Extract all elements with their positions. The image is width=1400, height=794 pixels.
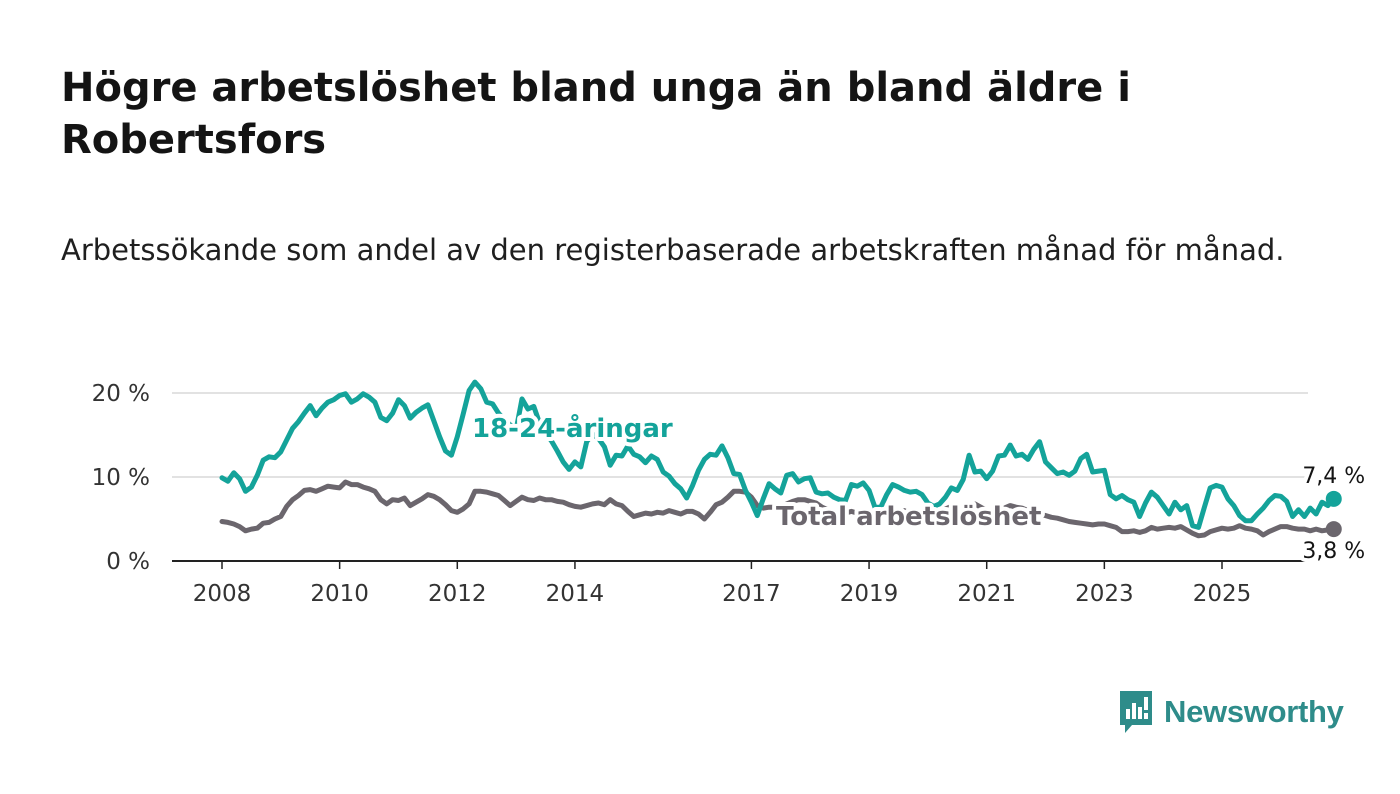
end-label-youth: 7,4 % xyxy=(1302,464,1365,489)
x-tick-label: 2012 xyxy=(428,581,487,607)
newsworthy-logo[interactable]: Newsworthy xyxy=(1118,689,1344,735)
x-tick-label: 2008 xyxy=(193,581,252,607)
x-tick-label: 2019 xyxy=(840,581,899,607)
x-tick-label: 2017 xyxy=(722,581,781,607)
series-labels: 18-24-åringar Total arbetslöshet 7,4 % 3,8 … xyxy=(468,408,1369,568)
x-tick-label: 2023 xyxy=(1075,581,1134,607)
endpoint-marker-total xyxy=(1325,521,1342,538)
chart-title: Högre arbetslöshet bland unga än bland ä… xyxy=(61,65,1131,163)
gridlines xyxy=(172,392,1308,478)
end-label-total: 3,8 % xyxy=(1302,539,1365,564)
endpoint-marker-youth xyxy=(1325,490,1342,507)
brand-name: Newsworthy xyxy=(1164,694,1344,729)
chart-subtitle: Arbetssökande som andel av den registerb… xyxy=(61,233,1285,267)
y-tick-label: 0 % xyxy=(106,549,150,575)
bar-chart-speech-bubble-icon xyxy=(1120,691,1152,733)
series-line-total xyxy=(219,479,1337,539)
x-tick-label: 2010 xyxy=(310,581,369,607)
y-tick-label: 20 % xyxy=(92,381,150,407)
x-axis-ticks: 2008 2010 2012 2014 2017 2019 2021 2023 2025 xyxy=(193,561,1252,607)
x-tick-label: 2025 xyxy=(1193,581,1252,607)
series-label-youth: 18-24-åringar xyxy=(472,412,673,444)
series-line-youth xyxy=(219,379,1337,530)
series-label-total: Total arbetslöshet xyxy=(776,502,1041,532)
x-tick-label: 2014 xyxy=(546,581,605,607)
series-lines xyxy=(219,379,1342,539)
y-tick-label: 10 % xyxy=(92,465,150,491)
x-tick-label: 2021 xyxy=(957,581,1016,607)
y-axis-ticks: 20 % 10 % 0 % xyxy=(92,381,150,575)
